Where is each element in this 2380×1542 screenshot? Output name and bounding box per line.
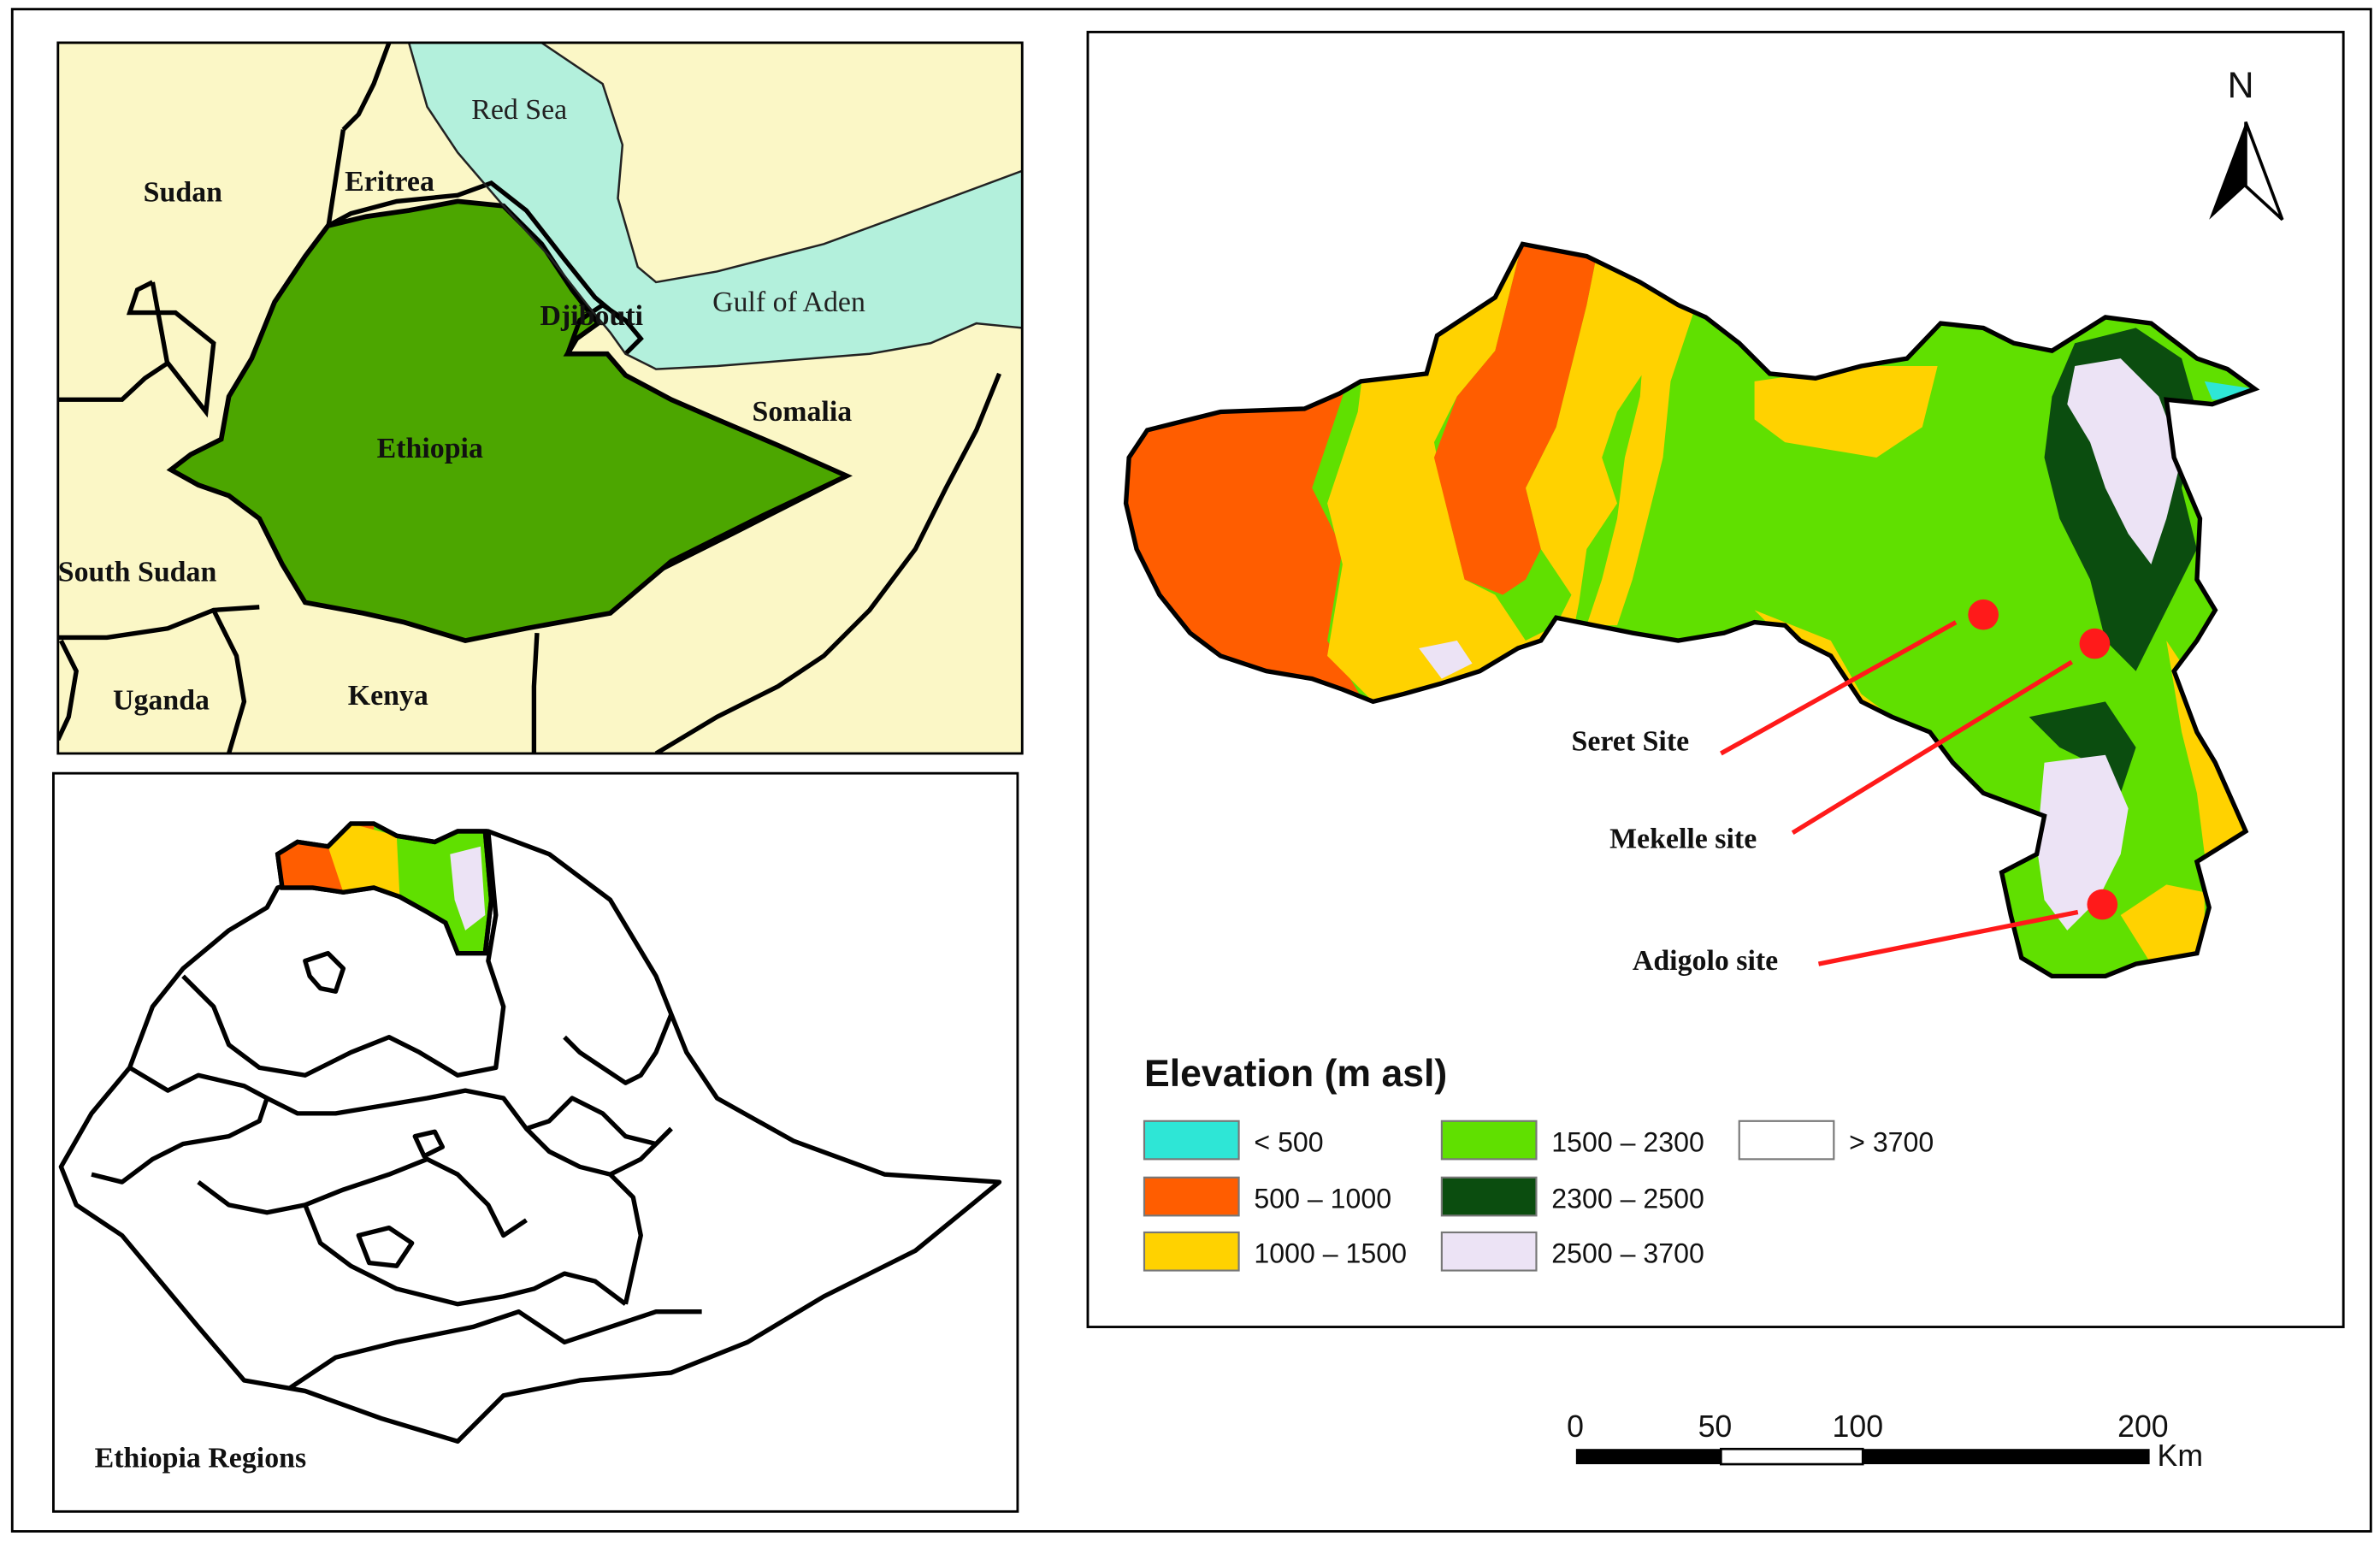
- swatch-500-1000: [1143, 1176, 1240, 1217]
- label-eritrea: Eritrea: [345, 166, 434, 198]
- regions-inset-frame: [52, 771, 1019, 1513]
- main-elevation-map: N: [1086, 31, 2345, 1328]
- swatch-gt3700: [1738, 1120, 1835, 1161]
- horn-of-africa-inset: Sudan Eritrea Djibouti Somalia Ethiopia …: [56, 41, 1024, 755]
- legend-label: 1500 – 2300: [1551, 1126, 1704, 1157]
- elevation-legend: Elevation (m asl) < 500 500 – 1000 1000 – …: [1143, 1053, 1934, 1272]
- north-arrow-icon: N: [2209, 65, 2284, 222]
- scale-tick-0: 0: [1567, 1409, 1584, 1444]
- north-arrow-label: N: [2228, 65, 2254, 106]
- site-label-mekelle: Mekelle site: [1609, 824, 1757, 855]
- site-seret: Seret Site: [1571, 599, 1999, 757]
- label-south-sudan: South Sudan: [58, 556, 217, 588]
- label-somalia: Somalia: [752, 396, 852, 428]
- legend-label: > 3700: [1849, 1126, 1934, 1157]
- ethiopia-regions-inset: Ethiopia Regions: [52, 771, 1019, 1513]
- scale-tick-200: 200: [2117, 1409, 2169, 1444]
- scale-tick-100: 100: [1833, 1409, 1884, 1444]
- label-red-sea: Red Sea: [471, 94, 567, 126]
- tigray-outline: [1123, 241, 2260, 979]
- site-label-adigolo: Adigolo site: [1633, 945, 1778, 977]
- label-sudan: Sudan: [144, 176, 222, 208]
- legend-title: Elevation (m asl): [1144, 1053, 1447, 1095]
- legend-label: < 500: [1254, 1126, 1323, 1157]
- scale-bar: 0 50 100 200 Km: [1567, 1409, 2203, 1473]
- site-marker-mekelle: [2079, 628, 2111, 659]
- ethiopia-shape: [166, 198, 853, 643]
- sea-area: [409, 42, 1023, 369]
- site-mekelle: Mekelle site: [1609, 628, 2111, 855]
- legend-label: 2500 – 3700: [1551, 1238, 1704, 1269]
- outer-frame: [10, 8, 2372, 1533]
- legend-label: 500 – 1000: [1254, 1183, 1391, 1214]
- site-marker-adigolo: [2087, 889, 2118, 920]
- label-uganda: Uganda: [113, 684, 210, 716]
- label-gulf-of-aden: Gulf of Aden: [712, 287, 865, 318]
- regions-title: Ethiopia Regions: [95, 1443, 307, 1474]
- label-ethiopia: Ethiopia: [377, 433, 483, 464]
- scale-unit: Km: [2158, 1439, 2203, 1473]
- swatch-1500-2300: [1440, 1120, 1538, 1161]
- scale-tick-50: 50: [1698, 1409, 1733, 1444]
- swatch-1000-1500: [1143, 1231, 1240, 1272]
- legend-label: 1000 – 1500: [1254, 1238, 1407, 1269]
- site-label-seret: Seret Site: [1571, 725, 1689, 757]
- label-djibouti: Djibouti: [540, 300, 643, 332]
- ethiopia-outline: [58, 829, 1002, 1444]
- site-adigolo: Adigolo site: [1633, 889, 2118, 977]
- swatch-2300-2500: [1440, 1176, 1538, 1217]
- site-marker-seret: [1968, 599, 1999, 630]
- swatch-lt500: [1143, 1120, 1240, 1161]
- horn-inset-frame: [56, 41, 1024, 755]
- label-kenya: Kenya: [348, 680, 428, 712]
- legend-label: 2300 – 2500: [1551, 1183, 1704, 1214]
- swatch-2500-3700: [1440, 1231, 1538, 1272]
